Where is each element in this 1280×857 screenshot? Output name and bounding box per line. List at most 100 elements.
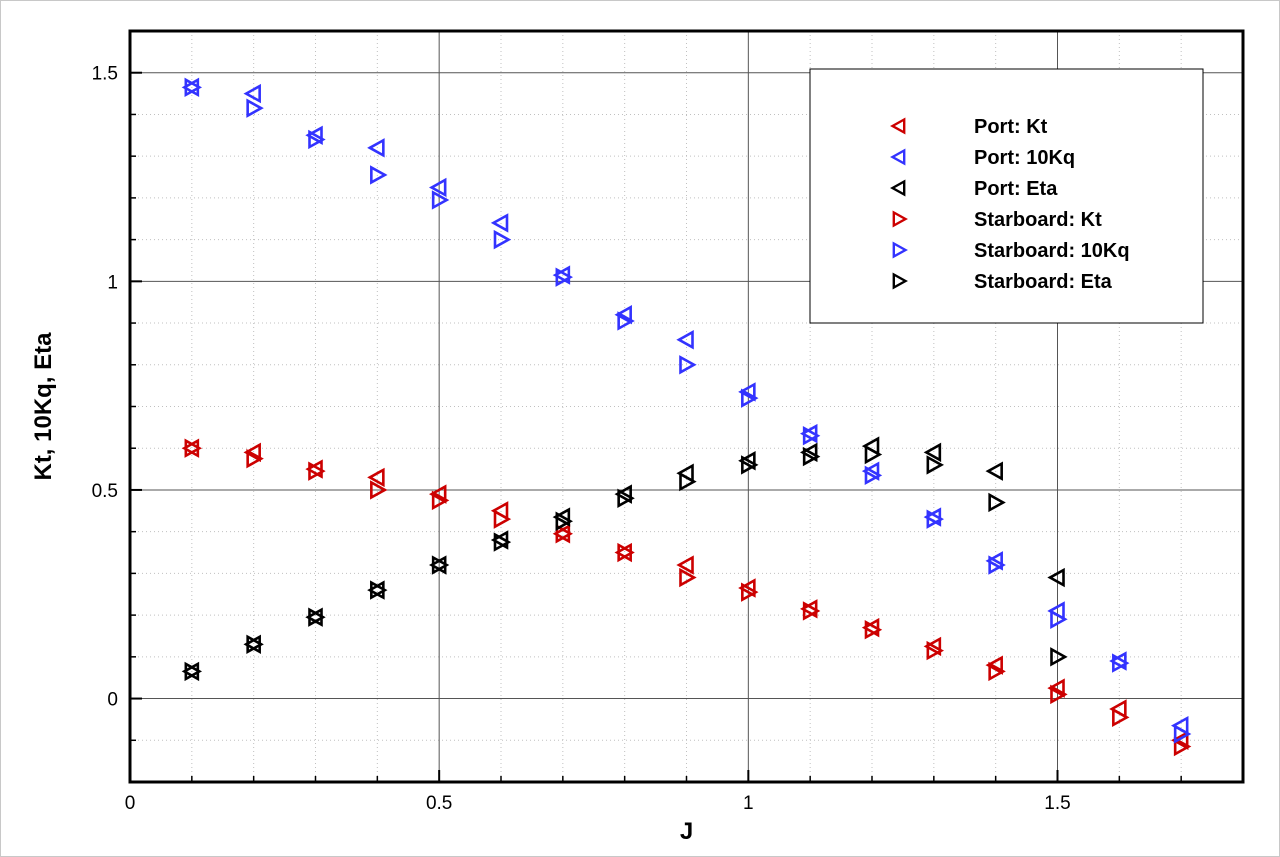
data-point [1173, 724, 1192, 744]
data-point [493, 532, 512, 552]
legend-marker [892, 241, 908, 259]
data-point [370, 165, 388, 185]
data-point [923, 442, 942, 463]
series-4 [184, 77, 1192, 744]
legend-marker [890, 148, 906, 166]
data-point [431, 190, 450, 210]
data-point [864, 620, 883, 640]
legend-label: Starboard: Eta [974, 271, 1113, 293]
data-point [738, 578, 756, 598]
data-point [614, 484, 632, 504]
legend-box [809, 68, 1204, 324]
legend-marker [892, 272, 908, 290]
data-point [1047, 678, 1065, 698]
data-point [988, 555, 1006, 575]
y-tick-labels: 0 0.5 1 1.5 [92, 64, 118, 711]
data-point [985, 655, 1003, 675]
data-point [552, 507, 571, 527]
data-point [1050, 684, 1068, 705]
data-point [738, 382, 756, 402]
data-point [864, 465, 883, 486]
legend: Port: Kt Port: 10Kq Port: Eta Starboard: Kt… [809, 68, 1204, 324]
data-point [428, 484, 447, 504]
legend-marker [890, 179, 906, 197]
data-point [555, 524, 574, 544]
data-point [431, 490, 450, 511]
data-point [555, 511, 574, 531]
data-point [493, 229, 512, 250]
data-point [308, 129, 326, 150]
legend-label: Port: 10Kq [974, 147, 1075, 169]
data-point [1112, 653, 1130, 673]
data-point [923, 636, 942, 657]
y-axis-title: Kt, 10Kq, Eta [30, 332, 57, 481]
legend-label: Starboard: Kt [974, 209, 1102, 231]
data-point [738, 451, 756, 471]
data-point [490, 213, 509, 233]
data-point [864, 444, 883, 465]
data-point [988, 661, 1006, 682]
data-point [370, 580, 388, 600]
data-point [308, 461, 326, 481]
data-point [493, 509, 512, 529]
data-point [926, 509, 945, 529]
y-tick-label: 0 [107, 690, 118, 711]
x-tick-label: 0 [125, 793, 136, 814]
data-point [741, 582, 759, 602]
data-point [367, 138, 385, 158]
y-tick-label: 1.5 [92, 64, 118, 85]
series-5 [184, 444, 1068, 682]
data-point [428, 177, 447, 198]
data-point [985, 551, 1003, 571]
legend-label: Starboard: 10Kq [974, 240, 1130, 262]
data-point [1047, 567, 1065, 588]
data-point [614, 305, 632, 325]
data-point [679, 355, 697, 375]
data-point [985, 461, 1003, 481]
x-tick-label: 1.5 [1044, 793, 1070, 814]
data-point [802, 446, 821, 467]
data-point [370, 480, 388, 500]
legend-marker [890, 117, 906, 135]
y-tick-label: 1 [107, 272, 118, 293]
data-point [308, 607, 326, 627]
x-tick-label: 1 [743, 793, 754, 814]
data-point [802, 601, 821, 621]
data-point [799, 442, 818, 463]
data-point [679, 471, 697, 492]
x-axis-title: J [680, 818, 693, 845]
x-tick-labels: 0 0.5 1 1.5 [125, 793, 1071, 814]
data-point [676, 330, 694, 350]
data-point [367, 467, 385, 488]
data-point [1050, 647, 1068, 667]
data-point [246, 634, 264, 655]
data-point [988, 492, 1006, 513]
plot-area-border [128, 29, 1245, 784]
data-point [246, 448, 264, 469]
minor-grid [130, 30, 1244, 783]
data-point [617, 488, 635, 508]
data-point [926, 455, 945, 475]
data-points [181, 77, 1192, 757]
data-point [741, 455, 759, 475]
data-point [1112, 707, 1130, 728]
data-point [184, 661, 203, 682]
legend-marker [892, 210, 908, 228]
data-point [679, 567, 697, 588]
data-point [243, 442, 261, 463]
data-point [1173, 736, 1192, 757]
data-point [861, 461, 880, 481]
legend-label: Port: Kt [974, 116, 1048, 138]
data-point [617, 311, 635, 331]
data-point [431, 555, 450, 575]
y-tick-label: 0.5 [92, 481, 118, 502]
legend-label: Port: Eta [974, 178, 1058, 200]
data-point [802, 425, 821, 446]
data-point [555, 267, 574, 287]
data-point [741, 388, 759, 408]
data-point [926, 640, 945, 661]
data-point [1170, 730, 1189, 750]
data-point [305, 125, 323, 146]
